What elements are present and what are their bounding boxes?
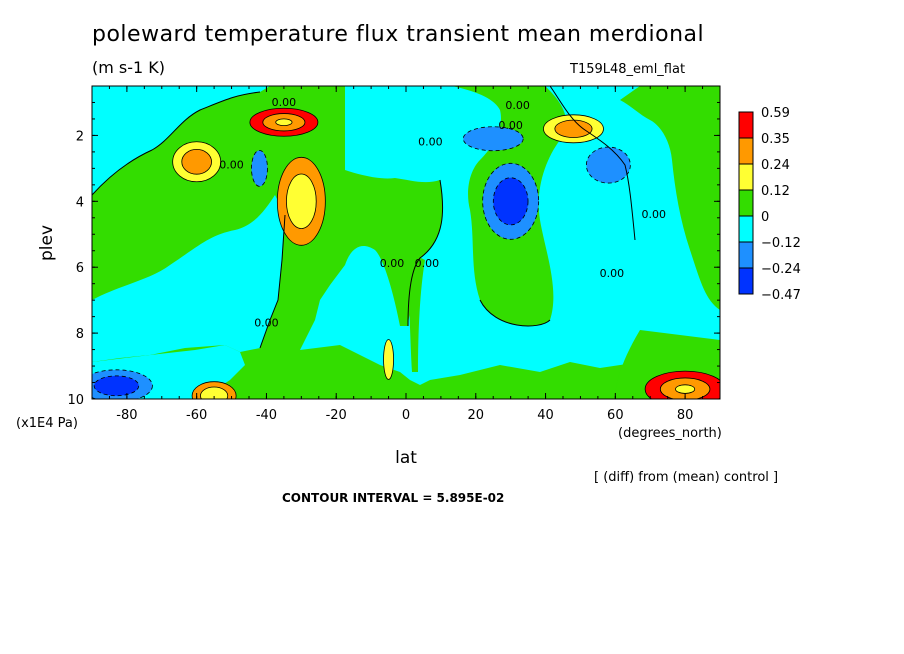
colorbar-swatch bbox=[738, 215, 754, 243]
colorbar-label: 0.35 bbox=[761, 132, 790, 147]
diff-note: [ (diff) from (mean) control ] bbox=[594, 470, 779, 485]
colorbar-swatch bbox=[738, 163, 754, 191]
field-feature-0-1 bbox=[181, 148, 212, 175]
colorbar-label: −0.24 bbox=[761, 262, 801, 277]
colorbar-label: 0 bbox=[761, 210, 769, 225]
contour-label: 0.00 bbox=[254, 317, 279, 330]
field-feature-11-0 bbox=[383, 339, 394, 380]
field-feature-1-2 bbox=[275, 118, 293, 127]
field-feature-10-2 bbox=[675, 384, 696, 394]
colorbar-swatch bbox=[738, 137, 754, 165]
x-tick-label: 0 bbox=[402, 408, 410, 423]
y-tick-label: 4 bbox=[76, 195, 84, 210]
field-feature-6-1 bbox=[554, 119, 593, 138]
chart-title: poleward temperature flux transient mean… bbox=[92, 22, 705, 47]
field-feature-3-0 bbox=[251, 149, 268, 187]
contour-label: 0.00 bbox=[219, 158, 244, 171]
contour-line-4 bbox=[479, 299, 551, 327]
units-label: (m s-1 K) bbox=[92, 58, 166, 77]
field-layer bbox=[92, 86, 720, 399]
positive-region-2 bbox=[620, 86, 720, 310]
colorbar-swatch bbox=[738, 111, 754, 139]
colorbar-swatch bbox=[738, 267, 754, 295]
colorbar-label: 0.24 bbox=[761, 158, 790, 173]
y-tick-label: 2 bbox=[76, 129, 84, 144]
x-tick-label: -60 bbox=[186, 408, 207, 423]
colorbar-label: 0.12 bbox=[761, 184, 790, 199]
contour-label: 0.00 bbox=[641, 208, 666, 221]
contour-label: 0.00 bbox=[272, 96, 297, 109]
tick-layer: -80 -60 -40 -20 0 20 40 60 80 2 4 6 8 10 bbox=[67, 86, 721, 423]
colorbar-label: −0.12 bbox=[761, 236, 801, 251]
x-tick-label: 40 bbox=[537, 408, 554, 423]
colorbar-label: 0.59 bbox=[761, 106, 790, 121]
colorbar: 0.59 0.35 0.24 0.12 0 −0.12 −0.24 −0.47 bbox=[738, 106, 801, 303]
field-feature-5-1 bbox=[492, 177, 529, 226]
field-feature-7-0 bbox=[585, 146, 631, 184]
x-tick-label: -40 bbox=[256, 408, 277, 423]
x-tick-label: -80 bbox=[116, 408, 137, 423]
contour-line-0 bbox=[92, 91, 261, 196]
x-unit-label: (degrees_north) bbox=[618, 426, 722, 441]
contour-line-3 bbox=[549, 86, 636, 241]
x-axis-label: lat bbox=[395, 448, 417, 468]
y-tick-label: 6 bbox=[76, 261, 84, 276]
contour-interval: CONTOUR INTERVAL = 5.895E-02 bbox=[282, 491, 505, 505]
field-feature-2-1 bbox=[286, 173, 317, 229]
contour-label: 0.00 bbox=[498, 119, 523, 132]
negative-region-1 bbox=[92, 195, 285, 362]
y-unit-label: (x1E4 Pa) bbox=[16, 416, 78, 431]
colorbar-label: −0.47 bbox=[761, 288, 801, 303]
x-tick-label: 60 bbox=[607, 408, 624, 423]
colorbar-swatch bbox=[738, 189, 754, 217]
contour-line-1 bbox=[259, 214, 286, 349]
y-tick-label: 8 bbox=[76, 327, 84, 342]
contour-line-2 bbox=[407, 179, 444, 327]
negative-region-0 bbox=[92, 86, 270, 195]
contour-label: 0.00 bbox=[600, 267, 625, 280]
field-feature-8-1 bbox=[93, 375, 140, 397]
positive-region-1 bbox=[405, 250, 425, 372]
field-feature-4-0 bbox=[462, 126, 524, 152]
x-tick-label: 20 bbox=[468, 408, 485, 423]
x-tick-label: -20 bbox=[326, 408, 347, 423]
contour-label: 0.00 bbox=[505, 99, 530, 112]
colorbar-swatch bbox=[738, 241, 754, 269]
field-feature-9-1 bbox=[200, 386, 229, 399]
contour-label: 0.00 bbox=[380, 257, 405, 270]
y-axis-label: plev bbox=[37, 225, 57, 261]
contour-label: 0.00 bbox=[415, 257, 440, 270]
contour-label: 0.00 bbox=[418, 135, 443, 148]
contour-label-layer: 0.00 0.00 0.00 0.00 0.00 0.00 0.00 0.00 0.00 0.00 bbox=[219, 96, 666, 330]
y-tick-label: 10 bbox=[67, 393, 84, 408]
x-tick-label: 80 bbox=[677, 408, 694, 423]
run-label: T159L48_eml_flat bbox=[570, 62, 686, 77]
